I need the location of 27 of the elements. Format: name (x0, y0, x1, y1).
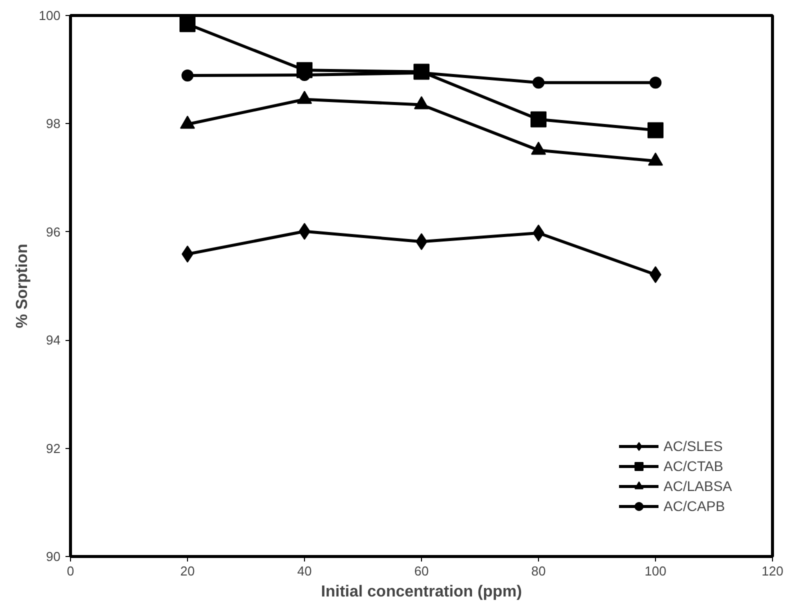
x-tick-label: 40 (297, 564, 312, 578)
point (180, 16, 196, 32)
legend-label: AC/SLES (664, 438, 723, 454)
x-tick-label: 120 (762, 564, 784, 578)
x-tick-label: 20 (180, 564, 195, 578)
point (414, 64, 430, 80)
point (530, 111, 546, 128)
x-tick-label: 60 (414, 564, 429, 578)
x-tick-label: 0 (66, 564, 74, 578)
point (532, 76, 544, 89)
y-tick-label: 92 (46, 440, 61, 456)
y-tick-label: 96 (46, 224, 61, 240)
legend-label: AC/CTAB (664, 458, 724, 474)
legend-label: AC/CAPB (664, 498, 725, 514)
point (648, 122, 664, 138)
point (182, 70, 194, 82)
x-tick-label: 100 (644, 564, 666, 578)
y-axis-title: % Sorption (14, 244, 31, 328)
y-tick-label: 94 (46, 332, 61, 348)
x-tick-label: 80 (531, 564, 546, 578)
point (296, 62, 312, 78)
point (650, 76, 662, 89)
y-tick-label: 90 (46, 549, 61, 564)
y-tick-label: 100 (38, 8, 61, 23)
y-tick-label: 98 (46, 116, 61, 132)
x-axis-title: Initial concentration (ppm) (321, 584, 522, 600)
legend-label: AC/LABSA (664, 478, 732, 494)
